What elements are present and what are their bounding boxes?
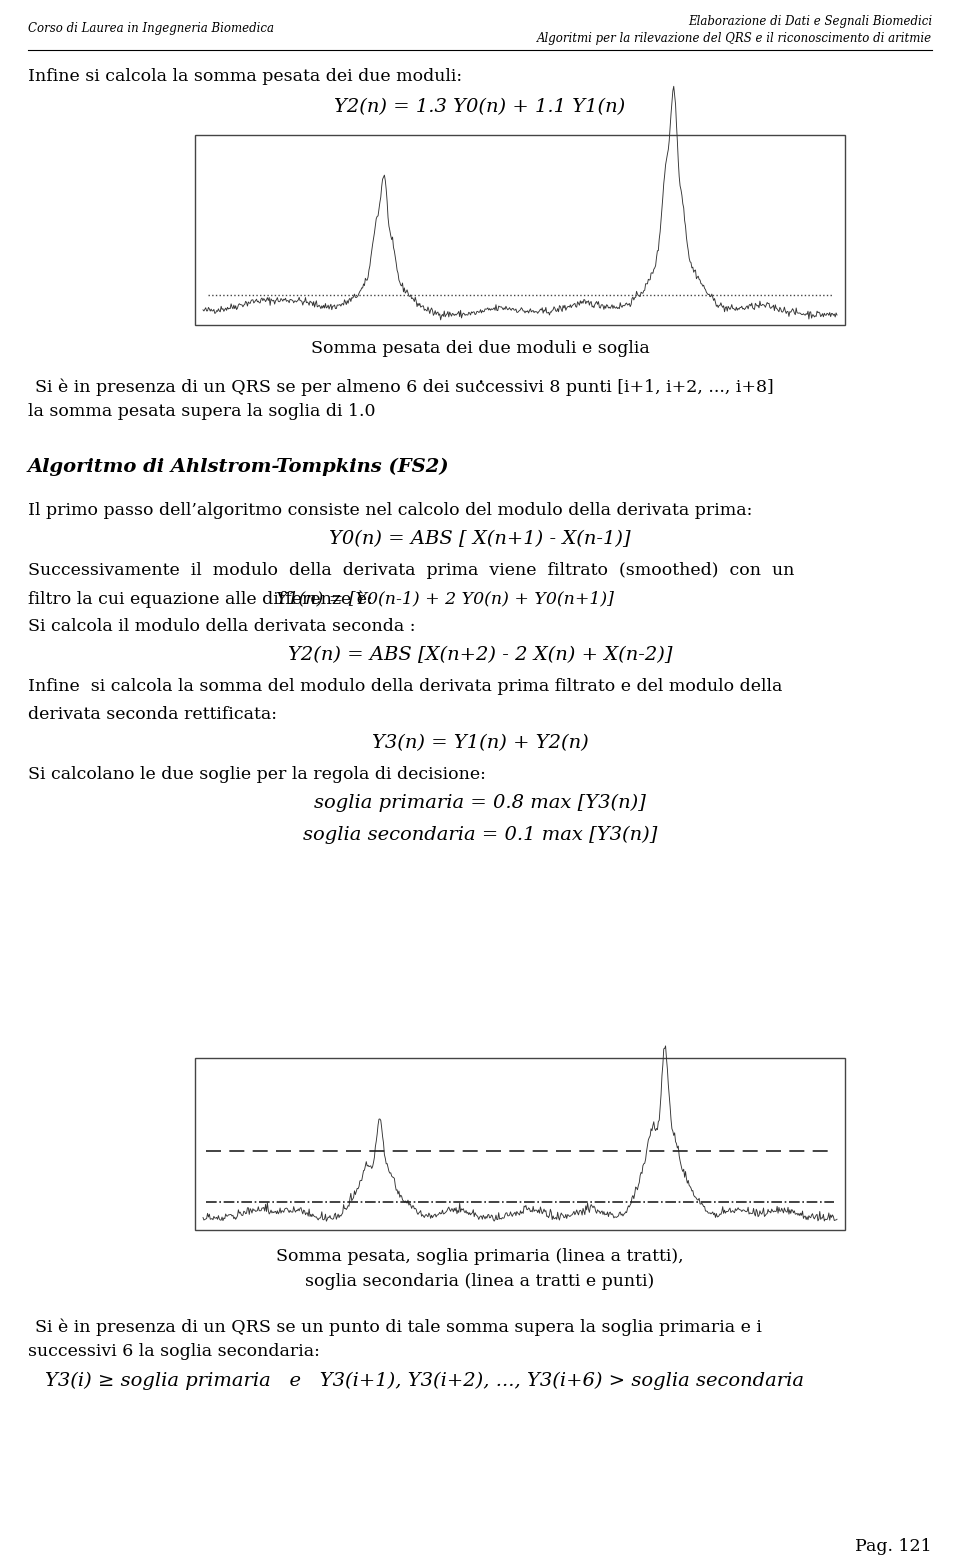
Text: Si è in presenza di un QRS se per almeno 6 dei successivi 8 punti [i+1, i+2, ...: Si è in presenza di un QRS se per almeno… <box>35 377 774 396</box>
Text: Y2(n) = ABS [X(n+2) - 2 X(n) + X(n-2)]: Y2(n) = ABS [X(n+2) - 2 X(n) + X(n-2)] <box>288 647 672 664</box>
Text: Si calcola il modulo della derivata seconda :: Si calcola il modulo della derivata seco… <box>28 619 416 634</box>
Text: Pag. 121: Pag. 121 <box>855 1538 932 1555</box>
Text: successivi 6 la soglia secondaria:: successivi 6 la soglia secondaria: <box>28 1344 320 1359</box>
Text: Y1(n) = [Y0(n-1) + 2 Y0(n) + Y0(n+1)]: Y1(n) = [Y0(n-1) + 2 Y0(n) + Y0(n+1)] <box>276 590 613 608</box>
Text: Si calcolano le due soglie per la regola di decisione:: Si calcolano le due soglie per la regola… <box>28 766 486 783</box>
Text: .: . <box>477 368 483 387</box>
Text: Algoritmi per la rilevazione del QRS e il riconoscimento di aritmie: Algoritmi per la rilevazione del QRS e i… <box>537 31 932 45</box>
Text: Y3(i) ≥ soglia primaria   e   Y3(i+1), Y3(i+2), ..., Y3(i+6) > soglia secondaria: Y3(i) ≥ soglia primaria e Y3(i+1), Y3(i+… <box>45 1372 804 1391</box>
Text: Corso di Laurea in Ingegneria Biomedica: Corso di Laurea in Ingegneria Biomedica <box>28 22 274 34</box>
Text: la somma pesata supera la soglia di 1.0: la somma pesata supera la soglia di 1.0 <box>28 402 375 420</box>
Text: Somma pesata, soglia primaria (linea a tratti),: Somma pesata, soglia primaria (linea a t… <box>276 1248 684 1265</box>
Text: soglia secondaria = 0.1 max [Y3(n)]: soglia secondaria = 0.1 max [Y3(n)] <box>302 825 658 844</box>
Text: Y3(n) = Y1(n) + Y2(n): Y3(n) = Y1(n) + Y2(n) <box>372 734 588 752</box>
Text: Infine  si calcola la somma del modulo della derivata prima filtrato e del modul: Infine si calcola la somma del modulo de… <box>28 678 782 695</box>
Text: soglia secondaria (linea a tratti e punti): soglia secondaria (linea a tratti e punt… <box>305 1273 655 1290</box>
Text: Somma pesata dei due moduli e soglia: Somma pesata dei due moduli e soglia <box>311 340 649 357</box>
Text: Infine si calcola la somma pesata dei due moduli:: Infine si calcola la somma pesata dei du… <box>28 67 462 85</box>
Text: filtro la cui equazione alle differenze è:: filtro la cui equazione alle differenze … <box>28 590 389 608</box>
Text: Elaborazione di Dati e Segnali Biomedici: Elaborazione di Dati e Segnali Biomedici <box>688 16 932 28</box>
Text: Y0(n) = ABS [ X(n+1) - X(n-1)]: Y0(n) = ABS [ X(n+1) - X(n-1)] <box>329 529 631 548</box>
Bar <box>195 1059 845 1229</box>
Bar <box>195 135 845 326</box>
Text: Algoritmo di Ahlstrom-Tompkins (FS2): Algoritmo di Ahlstrom-Tompkins (FS2) <box>28 457 449 476</box>
Text: Si è in presenza di un QRS se un punto di tale somma supera la soglia primaria e: Si è in presenza di un QRS se un punto d… <box>35 1319 762 1336</box>
Text: Successivamente  il  modulo  della  derivata  prima  viene  filtrato  (smoothed): Successivamente il modulo della derivata… <box>28 562 794 579</box>
Text: soglia primaria = 0.8 max [Y3(n)]: soglia primaria = 0.8 max [Y3(n)] <box>314 794 646 813</box>
Text: Y2(n) = 1.3 Y0(n) + 1.1 Y1(n): Y2(n) = 1.3 Y0(n) + 1.1 Y1(n) <box>334 99 626 116</box>
Text: Il primo passo dell’algoritmo consiste nel calcolo del modulo della derivata pri: Il primo passo dell’algoritmo consiste n… <box>28 503 753 518</box>
Text: derivata seconda rettificata:: derivata seconda rettificata: <box>28 706 277 723</box>
